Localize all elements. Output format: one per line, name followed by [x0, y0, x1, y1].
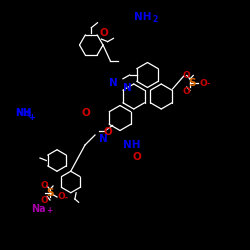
Text: +: + — [28, 113, 34, 122]
Text: N: N — [110, 78, 118, 88]
Text: O: O — [200, 78, 208, 88]
Text: +: + — [46, 206, 52, 215]
Text: Na: Na — [32, 204, 46, 214]
Text: NH: NH — [16, 108, 32, 118]
Text: -: - — [64, 194, 68, 203]
Text: +: + — [28, 113, 35, 122]
Text: O: O — [100, 28, 108, 38]
Text: O: O — [58, 192, 65, 201]
Text: O: O — [182, 70, 190, 80]
Text: NH: NH — [134, 12, 151, 22]
Text: S: S — [46, 188, 54, 198]
Text: NH: NH — [16, 108, 32, 118]
Text: O: O — [40, 181, 48, 190]
Text: N: N — [123, 83, 132, 93]
Text: N: N — [99, 134, 108, 144]
Text: 4: 4 — [26, 109, 31, 115]
Text: NH: NH — [122, 140, 140, 149]
Text: O: O — [82, 108, 90, 118]
Text: O: O — [132, 152, 141, 162]
Text: O: O — [182, 86, 190, 96]
Text: S: S — [188, 78, 196, 88]
Text: O: O — [40, 196, 48, 205]
Text: O: O — [103, 127, 112, 137]
Text: 2: 2 — [152, 15, 157, 24]
Text: -: - — [207, 80, 210, 89]
Text: 4: 4 — [26, 112, 31, 118]
